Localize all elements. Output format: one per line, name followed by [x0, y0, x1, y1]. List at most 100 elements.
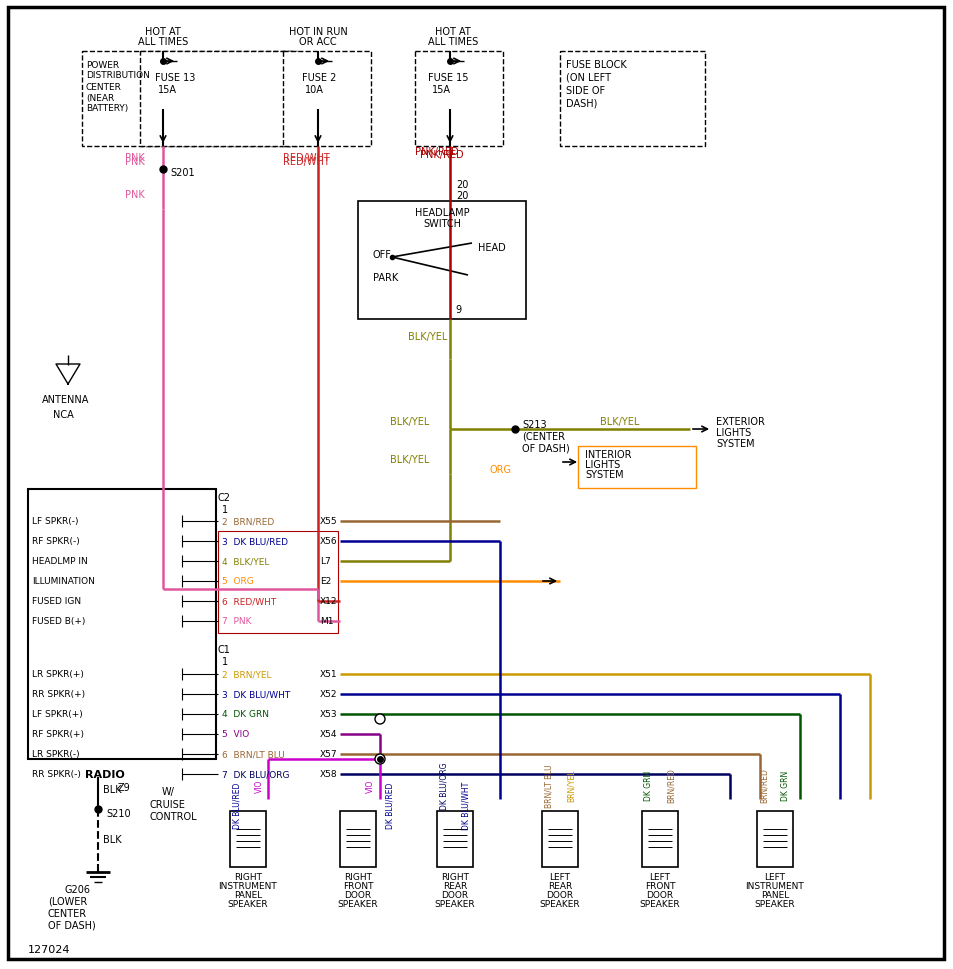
Text: DK BLU/RED: DK BLU/RED — [233, 782, 241, 828]
Text: X55: X55 — [319, 517, 337, 526]
Text: FUSE 2: FUSE 2 — [302, 73, 336, 83]
Text: (LOWER: (LOWER — [48, 896, 87, 906]
Text: VIO: VIO — [254, 778, 263, 792]
Text: DOOR: DOOR — [441, 891, 468, 899]
Bar — [230, 811, 266, 867]
Bar — [541, 811, 578, 867]
Text: RADIO: RADIO — [85, 769, 125, 779]
Text: OFF: OFF — [373, 250, 392, 260]
Bar — [578, 447, 696, 488]
Text: BLK/YEL: BLK/YEL — [408, 331, 447, 342]
Text: CONTROL: CONTROL — [150, 811, 197, 821]
Text: 10A: 10A — [305, 85, 323, 95]
Text: FUSED B(+): FUSED B(+) — [32, 617, 85, 626]
Text: ALL TIMES: ALL TIMES — [138, 37, 188, 47]
Text: (CENTER: (CENTER — [521, 431, 564, 442]
Text: G206: G206 — [65, 884, 91, 894]
Text: ALL TIMES: ALL TIMES — [428, 37, 477, 47]
Text: SPEAKER: SPEAKER — [754, 899, 795, 909]
Text: PANEL: PANEL — [760, 891, 788, 899]
Bar — [357, 202, 525, 320]
Text: RF SPKR(+): RF SPKR(+) — [32, 730, 84, 738]
Text: X12: X12 — [319, 597, 337, 606]
Text: (NEAR: (NEAR — [86, 93, 114, 103]
Text: LF SPKR(-): LF SPKR(-) — [32, 517, 78, 526]
Text: 7  PNK: 7 PNK — [222, 617, 252, 626]
Text: LF SPKR(+): LF SPKR(+) — [32, 709, 83, 719]
Text: LR SPKR(-): LR SPKR(-) — [32, 750, 79, 759]
Circle shape — [375, 754, 385, 765]
Text: ILLUMINATION: ILLUMINATION — [32, 577, 94, 586]
Text: VIO: VIO — [365, 778, 375, 792]
Text: RIGHT: RIGHT — [440, 873, 469, 882]
Text: L7: L7 — [319, 557, 331, 566]
Bar — [559, 52, 704, 147]
Text: OF DASH): OF DASH) — [48, 920, 95, 930]
Text: CRUISE: CRUISE — [150, 799, 186, 809]
Text: PNK/RED: PNK/RED — [419, 150, 463, 160]
Text: LEFT: LEFT — [763, 873, 784, 882]
Text: RED/WHT: RED/WHT — [283, 157, 330, 167]
Text: 15A: 15A — [432, 85, 451, 95]
Text: 2  BRN/RED: 2 BRN/RED — [222, 517, 274, 526]
Text: SPEAKER: SPEAKER — [639, 899, 679, 909]
Text: (ON LEFT: (ON LEFT — [565, 73, 610, 83]
Bar — [757, 811, 792, 867]
Text: X53: X53 — [319, 709, 337, 719]
Text: RIGHT: RIGHT — [233, 873, 262, 882]
Text: E2: E2 — [319, 577, 331, 586]
Text: 15A: 15A — [158, 85, 177, 95]
Text: DOOR: DOOR — [646, 891, 673, 899]
Text: C2: C2 — [218, 492, 231, 503]
Text: PNK: PNK — [125, 190, 145, 200]
Text: X56: X56 — [319, 537, 337, 546]
Text: PNK/RED: PNK/RED — [415, 147, 458, 157]
Text: 5  ORG: 5 ORG — [222, 577, 253, 586]
Text: M1: M1 — [319, 617, 334, 626]
Text: X58: X58 — [319, 769, 337, 779]
Bar — [28, 489, 215, 760]
Text: DISTRIBUTION: DISTRIBUTION — [86, 72, 150, 80]
Text: FUSED IGN: FUSED IGN — [32, 597, 81, 606]
Text: RED/WHT: RED/WHT — [283, 153, 330, 163]
Text: BLK/YEL: BLK/YEL — [390, 417, 429, 426]
Text: INTERIOR: INTERIOR — [584, 450, 631, 459]
Text: RR SPKR(-): RR SPKR(-) — [32, 769, 81, 779]
Text: BLK/YEL: BLK/YEL — [390, 454, 429, 464]
Text: X52: X52 — [319, 690, 337, 699]
Text: DASH): DASH) — [565, 99, 597, 109]
Text: FUSE 15: FUSE 15 — [428, 73, 468, 83]
Text: HEADLMP IN: HEADLMP IN — [32, 557, 88, 566]
Text: PNK: PNK — [125, 153, 145, 163]
Text: 3  DK BLU/RED: 3 DK BLU/RED — [222, 537, 288, 546]
Text: 20: 20 — [456, 180, 468, 190]
Text: BLK: BLK — [103, 784, 121, 795]
Text: DOOR: DOOR — [344, 891, 371, 899]
Text: BLK: BLK — [103, 834, 121, 844]
Text: SPEAKER: SPEAKER — [337, 899, 378, 909]
Text: INSTRUMENT: INSTRUMENT — [745, 882, 803, 891]
Bar — [140, 52, 290, 147]
Text: S210: S210 — [106, 808, 131, 818]
Bar — [641, 811, 678, 867]
Text: PARK: PARK — [373, 272, 397, 283]
Text: HEADLAMP: HEADLAMP — [415, 207, 469, 218]
Text: Z9: Z9 — [118, 782, 131, 793]
Text: EXTERIOR: EXTERIOR — [716, 417, 764, 426]
Bar — [436, 811, 473, 867]
Text: LEFT: LEFT — [549, 873, 570, 882]
Text: SPEAKER: SPEAKER — [539, 899, 579, 909]
Text: 1: 1 — [222, 505, 228, 515]
Text: HOT AT: HOT AT — [435, 27, 471, 37]
Text: INSTRUMENT: INSTRUMENT — [218, 882, 277, 891]
Text: DK BLU/RED: DK BLU/RED — [385, 782, 395, 828]
Text: HOT IN RUN: HOT IN RUN — [289, 27, 347, 37]
Bar — [218, 531, 337, 634]
Bar — [283, 52, 371, 147]
Text: PANEL: PANEL — [233, 891, 262, 899]
Text: DK GRN: DK GRN — [644, 770, 653, 800]
Text: BATTERY): BATTERY) — [86, 105, 128, 113]
Text: OF DASH): OF DASH) — [521, 444, 569, 453]
Text: 6  RED/WHT: 6 RED/WHT — [222, 597, 276, 606]
Text: RR SPKR(+): RR SPKR(+) — [32, 690, 85, 699]
